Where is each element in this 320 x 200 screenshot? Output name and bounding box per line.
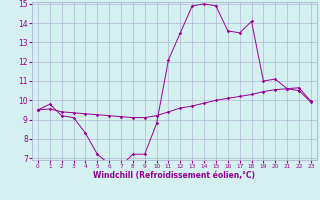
X-axis label: Windchill (Refroidissement éolien,°C): Windchill (Refroidissement éolien,°C) — [93, 171, 255, 180]
